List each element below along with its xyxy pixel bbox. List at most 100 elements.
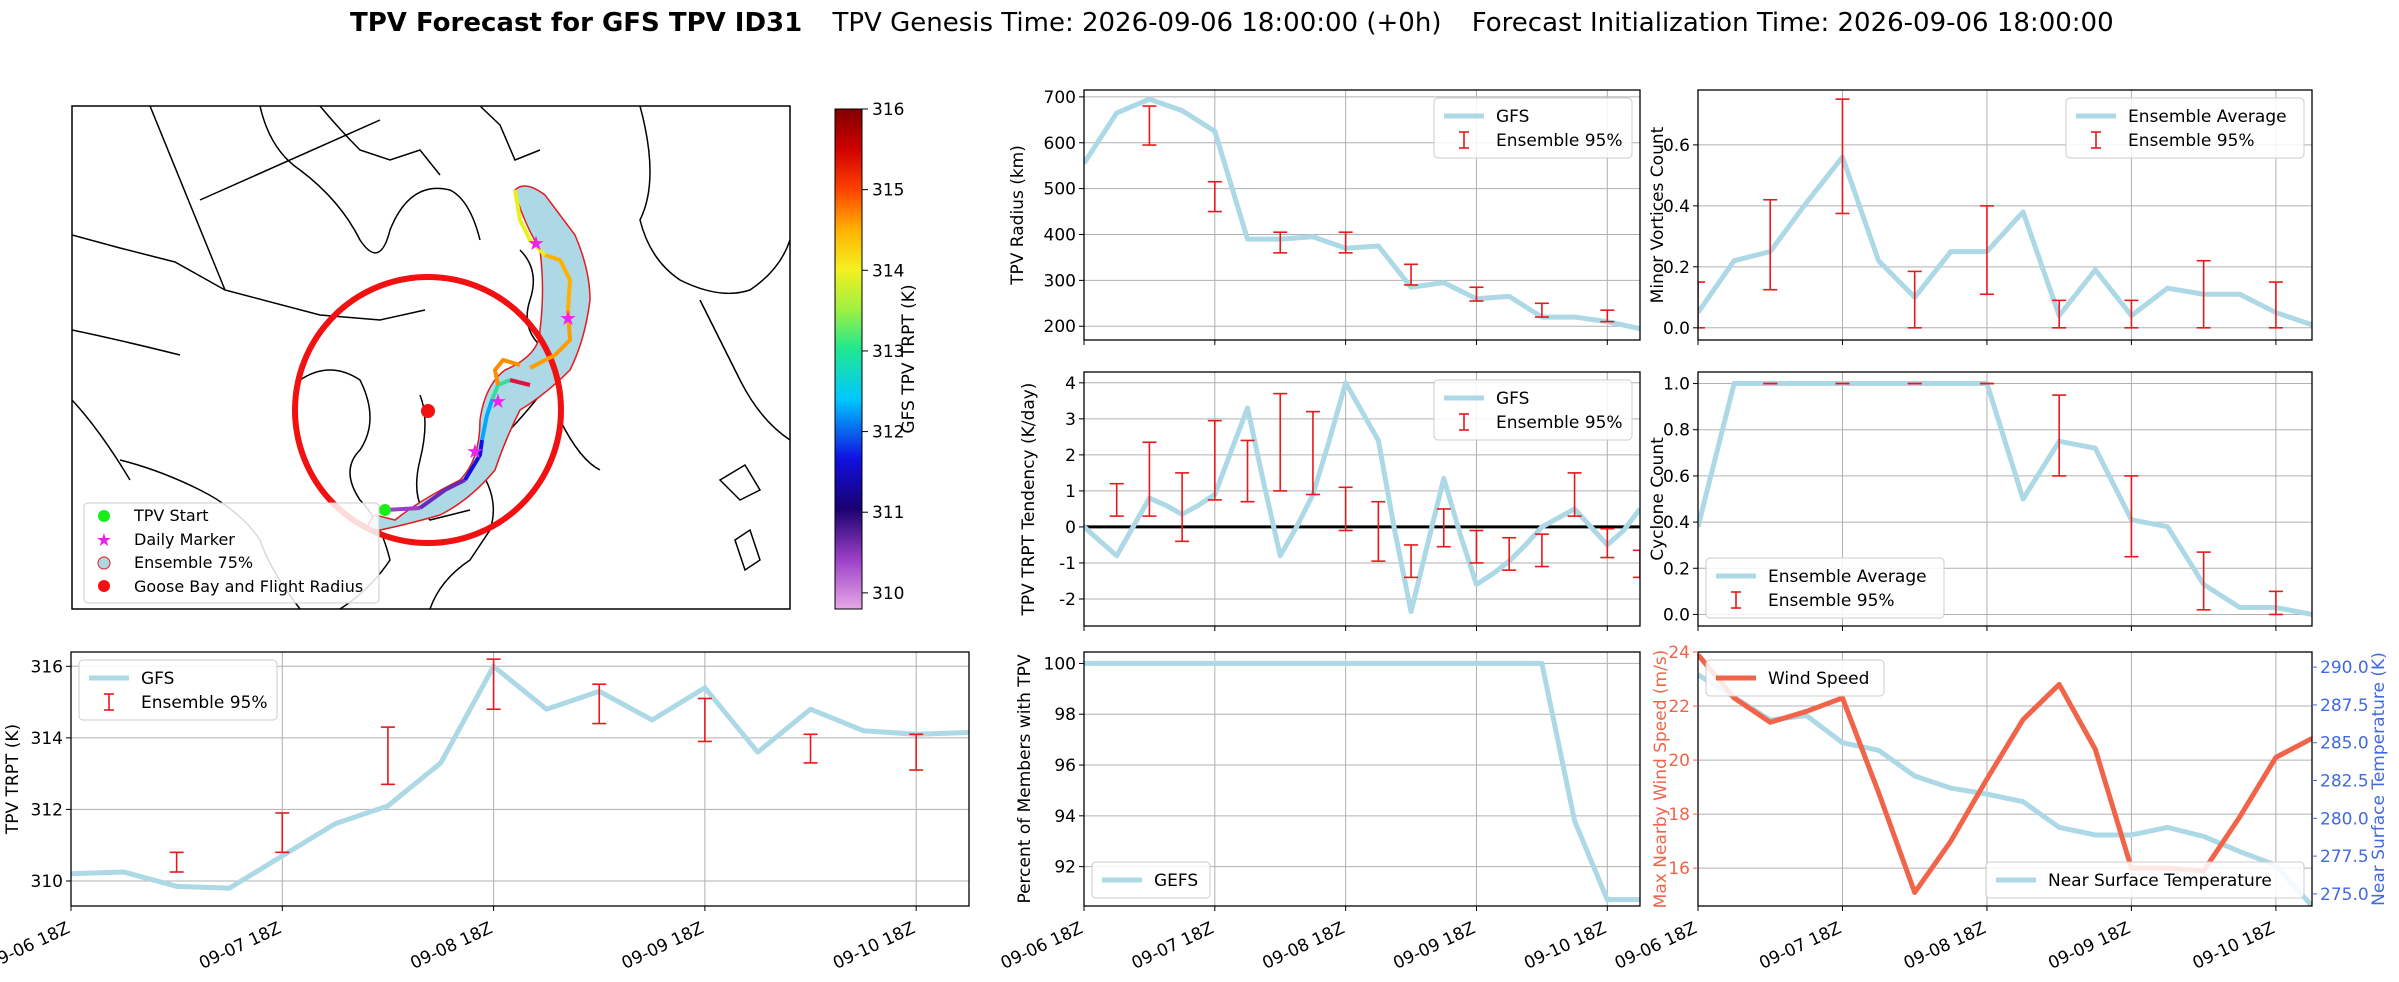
xtick-label: 09-06 18Z [0, 918, 73, 973]
legend-goosebay-swatch [98, 580, 110, 592]
errorbar [1273, 392, 1288, 492]
errorbar [1338, 486, 1353, 532]
legend-label: Ensemble 95% [1496, 413, 1623, 433]
axes-frame [1083, 651, 1641, 907]
xtick-label: 09-10 18Z [830, 918, 918, 973]
daily-markers: ★ ★ ★ ★ [466, 231, 577, 463]
axes-frame [70, 651, 970, 907]
daily-marker-star: ★ [489, 389, 507, 413]
errorbar [380, 726, 395, 786]
legend-ensemble-swatch [97, 556, 111, 570]
radius-panel: 200 300 400 500 600 700 TPV Radius (km) GFS Ense… [1008, 88, 1641, 345]
series-line [1698, 381, 2312, 617]
colorbar-tick-label: 315 [872, 181, 904, 201]
ytick-label: 500 [1044, 180, 1076, 200]
errorbar [1534, 533, 1549, 568]
legend-label: Ensemble Average [1768, 567, 1927, 587]
daily-marker-star: ★ [466, 439, 484, 463]
trpt-panel: 310 312 314 316 TPV TRPT (K) 09-06 18Z 09-07 1… [0, 651, 970, 974]
legend: Ensemble Average Ensemble 95% [2065, 97, 2305, 159]
legend-label: Ensemble 95% [1768, 591, 1895, 611]
daily-marker-star: ★ [559, 306, 577, 330]
errorbar [592, 683, 607, 725]
legend: Ensemble Average Ensemble 95% [1705, 557, 1945, 619]
errorbar [1273, 231, 1288, 254]
errorbar [1469, 286, 1484, 302]
axes-frame [1697, 89, 2313, 341]
errorbar [1907, 270, 1922, 329]
errorbar [1979, 205, 1994, 296]
colorbar-tick-label: 313 [872, 342, 904, 362]
xtick-label: 09-07 18Z [1756, 918, 1844, 973]
cyclone-panel: 0.0 0.2 0.4 0.6 0.8 1.0 Cyclone Count Ensemble … [1648, 371, 2313, 631]
ytick-label: 312 [31, 800, 63, 820]
errorbar [1142, 105, 1157, 146]
ytick-label: 4 [1065, 374, 1076, 394]
colorbar-tick-label: 311 [872, 503, 904, 523]
legend: Near Surface Temperature [1985, 861, 2305, 899]
goose-bay-marker [421, 404, 435, 418]
y-axis-label: TPV TRPT Tendency (K/day) [1019, 383, 1039, 617]
ytick-right-label: 275.0 [2320, 885, 2369, 905]
plot-area [1084, 96, 1640, 331]
plot-area [1698, 381, 2312, 617]
axes-frame [1697, 371, 2313, 627]
colorbar-gradient [834, 108, 863, 610]
xtick-label: 09-08 18Z [407, 918, 495, 973]
errorbar [1600, 309, 1615, 323]
series-line [1698, 154, 2312, 328]
legend-label: Ensemble 95% [141, 693, 268, 713]
errorbar [1338, 231, 1353, 254]
legend: GFS Ensemble 95% [1433, 97, 1633, 159]
xtick-label: 09-09 18Z [2045, 918, 2133, 973]
legend-start-swatch [98, 510, 110, 522]
ytick-label: 1.0 [1663, 375, 1690, 395]
ytick-label: 300 [1044, 271, 1076, 291]
y-axis-label: Minor Vortices Count [1648, 126, 1668, 303]
legend: GFS Ensemble 95% [1433, 379, 1633, 441]
ytick-right-label: 287.5 [2320, 696, 2369, 716]
legend: GFS Ensemble 95% [78, 659, 278, 721]
errorbar [2268, 281, 2283, 329]
legend-box [1433, 379, 1633, 441]
legend-box [78, 659, 278, 721]
ytick-label: 92 [1054, 858, 1076, 878]
ytick-label: 600 [1044, 134, 1076, 154]
colorbar-tick-label: 310 [872, 584, 904, 604]
colorbar-label: GFS TPV TRPT (K) [899, 284, 919, 433]
series-line [1084, 380, 1640, 615]
legend-star-icon: ★ [96, 530, 112, 551]
ytick-label: 0 [1065, 518, 1076, 538]
errorbar [1371, 500, 1386, 562]
ytick-label: 316 [31, 657, 63, 677]
ytick-label: 96 [1054, 756, 1076, 776]
ytick-label: 400 [1044, 225, 1076, 245]
title-genesis: TPV Genesis Time: 2026-09-06 18:00:00 (+… [832, 8, 1442, 38]
errorbar [1835, 98, 1850, 215]
ytick-label: 0.4 [1663, 197, 1690, 217]
colorbar: 310 311 312 313 314 315 316 GFS TPV TRPT (K) [834, 100, 919, 610]
y-axis-label-right: Near Surface Temperature (K) [2369, 652, 2389, 906]
errorbar [1436, 508, 1451, 548]
errorbar [1600, 527, 1615, 559]
errorbar [1404, 263, 1419, 286]
errorbar [803, 733, 818, 764]
ytick-right-label: 285.0 [2320, 734, 2369, 754]
legend-start-label: TPV Start [133, 506, 209, 525]
xtick-label: 09-09 18Z [1390, 918, 1478, 973]
map-legend: TPV Start ★ Daily Marker Ensemble 75% Go… [83, 502, 380, 604]
ytick-label: 18 [1668, 805, 1690, 825]
errorbar [1305, 410, 1320, 496]
y-axis-label: TPV TRPT (K) [3, 724, 23, 835]
errorbar [2196, 259, 2211, 329]
legend-box [1091, 861, 1211, 899]
errorbar [1534, 302, 1549, 318]
ytick-right-label: 282.5 [2320, 772, 2369, 792]
legend-label: GFS [1496, 389, 1529, 409]
errorbar [2052, 299, 2067, 329]
legend-label: Ensemble Average [2128, 107, 2287, 127]
errorbar [909, 733, 924, 771]
legend-ensemble-label: Ensemble 75% [134, 553, 253, 572]
y-axis-label: Percent of Members with TPV [1015, 654, 1035, 903]
